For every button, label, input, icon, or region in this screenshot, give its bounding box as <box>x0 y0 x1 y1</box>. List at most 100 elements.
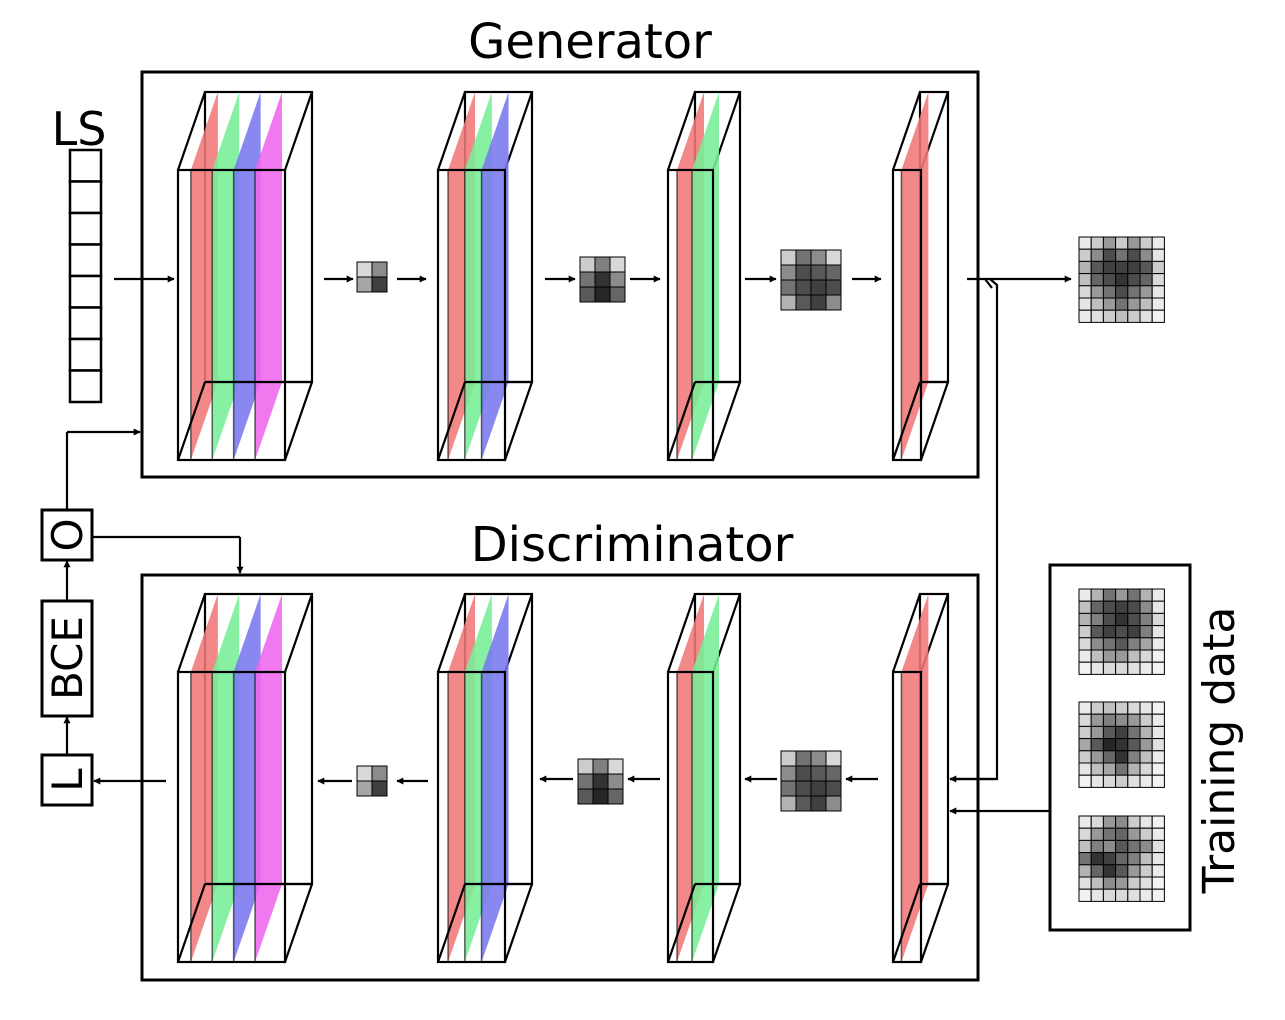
discriminator-box <box>140 573 980 982</box>
pixel-cell <box>1139 701 1153 715</box>
layer-block <box>666 90 742 462</box>
pixel-cell <box>1139 876 1153 890</box>
pixel-cell <box>1139 725 1153 740</box>
pixel-cell <box>1127 827 1141 841</box>
pixel-cell <box>1139 750 1153 764</box>
layer-edge <box>891 381 922 461</box>
latent-cell <box>68 306 103 341</box>
pixel-cell <box>1102 701 1117 715</box>
pixel-cell <box>1090 661 1104 675</box>
pixel-cell <box>1151 260 1165 275</box>
pixel-cell <box>1151 876 1165 890</box>
feature-plane <box>212 594 240 962</box>
pixel-cell <box>1078 815 1092 829</box>
pixel-cell <box>1090 588 1104 602</box>
pixel-cell <box>1090 876 1104 890</box>
pixel-cell <box>780 750 797 767</box>
pixel-cell <box>1102 273 1117 287</box>
layer-edge <box>283 91 314 171</box>
layer-edge <box>891 91 922 171</box>
pixel-cell <box>1151 612 1165 627</box>
pixel-cell <box>1115 852 1129 866</box>
generator-box <box>140 70 980 479</box>
pixel-cell <box>810 264 827 281</box>
pixel-cell <box>609 256 626 273</box>
pixel-cell <box>795 780 812 797</box>
loss-label: L <box>43 768 92 792</box>
layer-front-face <box>436 670 507 964</box>
pixel-cell <box>1115 701 1129 715</box>
pixel-cell <box>1127 600 1141 614</box>
pixel-cell <box>1139 762 1153 776</box>
pixel-cell <box>1151 713 1165 727</box>
layer-edge <box>436 883 467 963</box>
feature-plane <box>212 92 240 460</box>
pixel-cell <box>1151 774 1165 788</box>
pixel-cell <box>1090 625 1104 639</box>
pixel-cell <box>1090 637 1104 651</box>
pixel-cell <box>1139 713 1153 727</box>
pixel-cell <box>1078 713 1092 727</box>
feature-map-3x3 <box>579 256 626 303</box>
pixel-cell <box>1078 625 1092 639</box>
pixel-cell <box>594 286 611 303</box>
latent-cell <box>68 243 103 278</box>
layer-edge <box>176 381 207 461</box>
bce-label: BCE <box>43 616 92 700</box>
training-sample-1 <box>1078 588 1165 675</box>
pixel-cell <box>1078 876 1092 890</box>
pixel-cell <box>1078 762 1092 776</box>
pixel-cell <box>1139 588 1153 602</box>
discriminator-feature-maps <box>356 750 842 812</box>
pixel-cell <box>1090 888 1104 902</box>
pixel-cell <box>1102 852 1117 866</box>
pixel-cell <box>1151 309 1165 323</box>
pixel-cell <box>795 249 812 266</box>
pixel-cell <box>356 276 373 293</box>
pixel-cell <box>1127 725 1141 740</box>
pixel-cell <box>1127 637 1141 651</box>
pixel-cell <box>1151 588 1165 602</box>
pixel-cell <box>1139 864 1153 878</box>
pixel-cell <box>1151 750 1165 764</box>
training-data-label: Training data <box>1194 607 1245 895</box>
pixel-cell <box>1127 260 1141 275</box>
pixel-cell <box>1127 661 1141 675</box>
pixel-cell <box>1078 297 1092 311</box>
pixel-cell <box>1078 661 1092 675</box>
generator-layers <box>176 90 950 462</box>
pixel-cell <box>371 276 388 293</box>
pixel-cell <box>592 773 609 790</box>
feature-plane <box>255 594 283 962</box>
pixel-cell <box>1078 285 1092 299</box>
pixel-cell <box>1090 297 1104 311</box>
pixel-cell <box>1078 309 1092 323</box>
layer-front-face <box>666 168 715 462</box>
feature-map-4x4 <box>780 750 842 812</box>
pixel-cell <box>1115 762 1129 776</box>
pixel-cell <box>1078 236 1092 250</box>
pixel-cell <box>1151 285 1165 299</box>
pixel-cell <box>1139 852 1153 866</box>
pixel-cell <box>1151 625 1165 639</box>
pixel-cell <box>1139 285 1153 299</box>
pixel-cell <box>371 765 388 782</box>
pixel-cell <box>1090 827 1104 841</box>
pixel-cell <box>810 279 827 296</box>
pixel-cell <box>1151 888 1165 902</box>
pixel-cell <box>1115 248 1129 262</box>
pixel-cell <box>1115 827 1129 841</box>
pixel-cell <box>1102 762 1117 776</box>
pixel-cell <box>1151 236 1165 250</box>
pixel-cell <box>825 249 842 266</box>
pixel-cell <box>1115 839 1129 854</box>
pixel-cell <box>1127 864 1141 878</box>
pixel-cell <box>1078 750 1092 764</box>
layer-block <box>891 592 950 964</box>
pixel-cell <box>577 758 594 775</box>
pixel-cell <box>1139 649 1153 663</box>
pixel-cell <box>1078 774 1092 788</box>
pixel-cell <box>1139 774 1153 788</box>
layer-edge <box>436 381 467 461</box>
pixel-cell <box>1090 839 1104 854</box>
